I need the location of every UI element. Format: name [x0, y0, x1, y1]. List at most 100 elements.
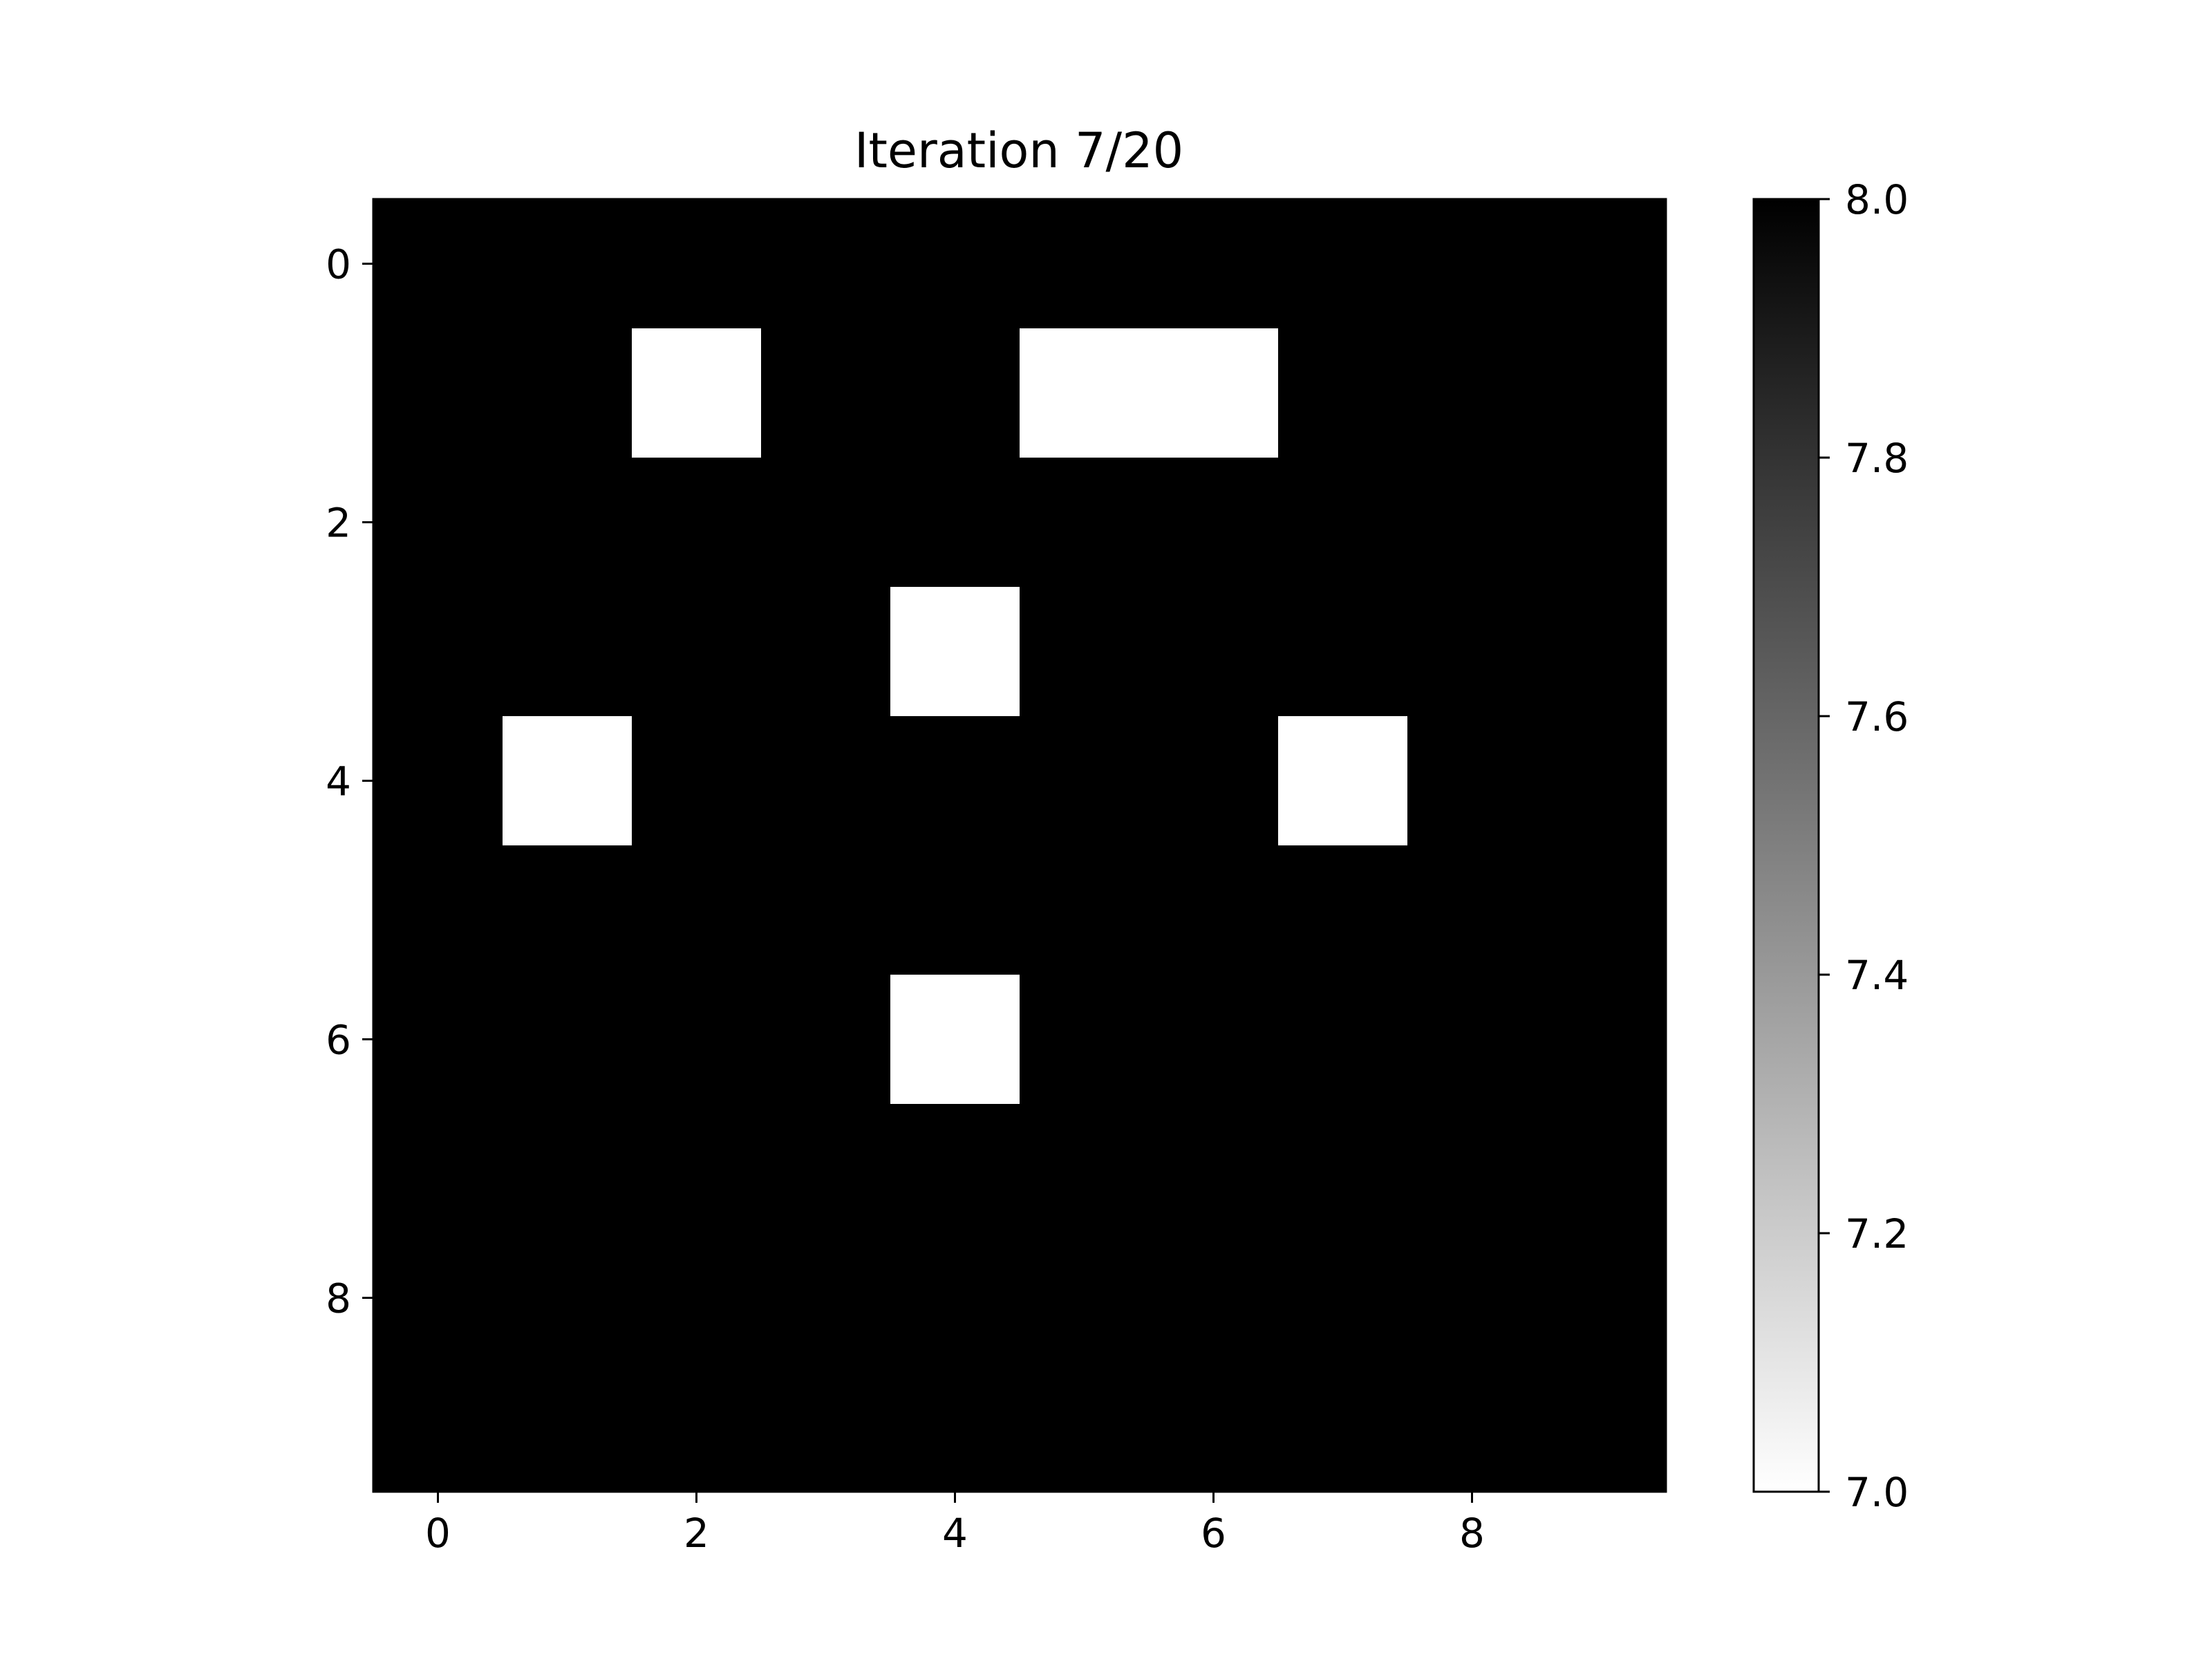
heatmap-cell [503, 716, 632, 846]
y-tick-label: 0 [326, 241, 351, 288]
heatmap-cell [1020, 1233, 1150, 1363]
heatmap-cell [761, 1233, 891, 1363]
heatmap-cell [1407, 1233, 1537, 1363]
heatmap-cell [1020, 199, 1150, 329]
heatmap-cell [1537, 1104, 1667, 1234]
heatmap-cell [632, 199, 762, 329]
heatmap-cell [1278, 199, 1408, 329]
heatmap-cell [1020, 458, 1150, 588]
heatmap-cell [503, 199, 632, 329]
heatmap-cell [1537, 1233, 1667, 1363]
heatmap-cell [373, 1233, 503, 1363]
heatmap-cell [632, 328, 762, 458]
x-tick-label: 0 [425, 1510, 451, 1557]
axes-frame [372, 198, 1667, 1493]
heatmap-cell [761, 458, 891, 588]
heatmap-cell [503, 1104, 632, 1234]
heatmap-cell [761, 1104, 891, 1234]
heatmap-cell [1149, 845, 1279, 975]
heatmap-cell [503, 587, 632, 717]
heatmap-cell [1278, 1104, 1408, 1234]
heatmap-cell [761, 975, 891, 1105]
heatmap-cell [1407, 1104, 1537, 1234]
heatmap-cell [1278, 328, 1408, 458]
heatmap-cell [1149, 458, 1279, 588]
heatmap-cell [761, 845, 891, 975]
heatmap-cell [373, 716, 503, 846]
heatmap-cell [1020, 716, 1150, 846]
heatmap-cell [1149, 199, 1279, 329]
x-tick-label: 2 [684, 1510, 709, 1557]
heatmap-cell [373, 975, 503, 1105]
heatmap-cell [373, 845, 503, 975]
heatmap-cell [1149, 716, 1279, 846]
heatmap-cell [1537, 199, 1667, 329]
heatmap-cell [373, 458, 503, 588]
heatmap-cell [890, 845, 1020, 975]
heatmap-cell [1407, 975, 1537, 1105]
colorbar [1752, 198, 1820, 1493]
heatmap-cell [1020, 1362, 1150, 1492]
colorbar-tick-label: 7.2 [1845, 1210, 1909, 1257]
heatmap-cell [632, 975, 762, 1105]
y-tick-label: 2 [326, 500, 351, 547]
heatmap-cell [1407, 199, 1537, 329]
heatmap-cell [503, 975, 632, 1105]
colorbar-tick-label: 7.0 [1845, 1469, 1909, 1516]
heatmap-cell [761, 587, 891, 717]
heatmap-cell [373, 1104, 503, 1234]
heatmap-cell [1278, 1362, 1408, 1492]
chart-title: Iteration 7/20 [854, 122, 1183, 179]
heatmap-cell [373, 587, 503, 717]
heatmap-cell [503, 458, 632, 588]
x-tick-label: 6 [1201, 1510, 1226, 1557]
heatmap-cell [1020, 845, 1150, 975]
y-tick-label: 6 [326, 1017, 351, 1064]
heatmap-cell [373, 328, 503, 458]
heatmap-cell [761, 199, 891, 329]
heatmap-cell [503, 328, 632, 458]
heatmap-cell [632, 716, 762, 846]
heatmap-cell [632, 1104, 762, 1234]
heatmap-cell [1407, 1362, 1537, 1492]
heatmap-cell [1278, 587, 1408, 717]
heatmap-cell [1149, 328, 1279, 458]
heatmap-cell [1278, 975, 1408, 1105]
heatmap-cell [1537, 716, 1667, 846]
heatmap-cell [632, 587, 762, 717]
heatmap-cell [890, 975, 1020, 1105]
heatmap-cell [632, 458, 762, 588]
heatmap-cell [373, 1362, 503, 1492]
colorbar-axis: 7.0 7.2 7.4 7.6 7.8 8.0 [1819, 176, 1909, 1516]
heatmap-cell [1149, 1233, 1279, 1363]
heatmap-cell [1278, 845, 1408, 975]
x-tick-label: 4 [942, 1510, 968, 1557]
heatmap-cell [1407, 328, 1537, 458]
heatmap-cell [632, 1233, 762, 1363]
heatmap-cell [1278, 1233, 1408, 1363]
heatmap-cell [503, 845, 632, 975]
heatmap-cell [890, 1233, 1020, 1363]
colorbar-tick-label: 7.4 [1845, 952, 1909, 999]
heatmap-cell [503, 1362, 632, 1492]
heatmap-cell [890, 716, 1020, 846]
heatmap-cell [1149, 1104, 1279, 1234]
heatmap-cell [632, 845, 762, 975]
x-axis: 0 2 4 6 8 [425, 1492, 1485, 1557]
colorbar-tick-label: 8.0 [1845, 176, 1909, 223]
heatmap-cell [890, 1362, 1020, 1492]
heatmap-cell [373, 199, 503, 329]
heatmap-cell [1407, 716, 1537, 846]
heatmap-cell [1407, 587, 1537, 717]
y-axis: 0 2 4 6 8 [326, 241, 373, 1322]
heatmap-cell [1278, 716, 1408, 846]
heatmap-cell [1020, 328, 1150, 458]
heatmap-cell [632, 1362, 762, 1492]
heatmap-cell [1537, 328, 1667, 458]
heatmap-cell [890, 458, 1020, 588]
y-tick-label: 4 [326, 758, 351, 805]
heatmap-cell [1149, 1362, 1279, 1492]
heatmap-cell [1149, 975, 1279, 1105]
heatmap-cell [890, 587, 1020, 717]
